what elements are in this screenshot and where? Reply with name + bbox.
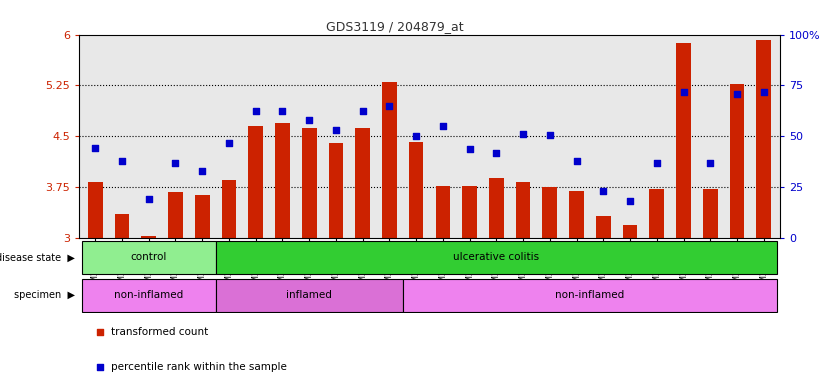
Text: inflamed: inflamed	[286, 290, 332, 300]
Point	[596, 188, 610, 194]
Bar	[703, 189, 717, 238]
Bar	[676, 43, 691, 238]
Bar	[302, 128, 317, 238]
Bar	[195, 195, 209, 238]
Point	[329, 127, 343, 133]
Bar	[275, 123, 289, 238]
Point	[490, 149, 503, 156]
Text: non-inflamed: non-inflamed	[114, 290, 183, 300]
Bar	[249, 126, 263, 238]
Point	[543, 132, 556, 138]
Bar	[650, 189, 664, 238]
Point	[383, 103, 396, 109]
Bar	[114, 214, 129, 238]
Bar	[355, 128, 370, 238]
Bar	[570, 191, 584, 238]
Point	[88, 144, 102, 151]
Point	[303, 117, 316, 123]
Point	[570, 158, 583, 164]
Title: GDS3119 / 204879_at: GDS3119 / 204879_at	[325, 20, 464, 33]
Bar	[329, 143, 344, 238]
Point	[463, 146, 476, 152]
Bar	[168, 192, 183, 238]
Bar	[623, 225, 637, 238]
Bar	[435, 186, 450, 238]
Bar	[409, 142, 424, 238]
Point	[249, 108, 263, 114]
Point	[168, 160, 182, 166]
Bar	[596, 216, 610, 238]
Bar	[82, 241, 216, 274]
Bar	[222, 180, 236, 238]
Text: control: control	[131, 252, 167, 263]
Point	[651, 160, 664, 166]
Point	[276, 108, 289, 114]
Point	[142, 196, 155, 202]
Bar	[88, 182, 103, 238]
Point	[677, 88, 691, 94]
Point	[614, 228, 627, 234]
Bar	[756, 40, 771, 238]
Point	[195, 168, 208, 174]
Point	[516, 131, 530, 137]
Text: transformed count: transformed count	[111, 327, 208, 337]
Bar	[82, 279, 216, 311]
Point	[731, 91, 744, 97]
Bar	[462, 186, 477, 238]
Bar	[216, 279, 403, 311]
Point	[409, 133, 423, 139]
Text: non-inflamed: non-inflamed	[555, 290, 625, 300]
Bar	[382, 82, 397, 238]
Bar	[216, 241, 777, 274]
Point	[757, 88, 771, 94]
Point	[223, 141, 236, 147]
Point	[704, 160, 717, 166]
Bar	[403, 279, 777, 311]
Text: disease state  ▶: disease state ▶	[0, 252, 75, 263]
Bar	[142, 236, 156, 238]
Bar	[489, 179, 504, 238]
Text: percentile rank within the sample: percentile rank within the sample	[111, 362, 287, 372]
Point	[436, 123, 450, 129]
Bar	[542, 187, 557, 238]
Point	[356, 108, 369, 114]
Bar	[730, 84, 745, 238]
Bar	[515, 182, 530, 238]
Text: ulcerative colitis: ulcerative colitis	[454, 252, 540, 263]
Point	[115, 158, 128, 164]
Text: specimen  ▶: specimen ▶	[14, 290, 75, 300]
Point	[623, 199, 636, 205]
